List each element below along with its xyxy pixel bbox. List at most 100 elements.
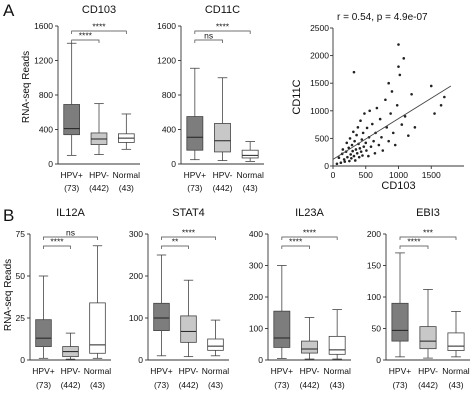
il23a-y-tick-label: 400 <box>249 229 263 239</box>
il12a-box-HPV+ <box>35 275 52 359</box>
significance-bracket <box>43 245 71 249</box>
il12a-title: IL12A <box>56 207 85 219</box>
box <box>273 310 291 348</box>
il23a-y-tick-label: 200 <box>249 292 263 302</box>
stat4-y-tick-label: 200 <box>129 271 143 281</box>
box <box>180 315 197 343</box>
scatter-point <box>350 156 353 160</box>
significance-label: **** <box>216 22 230 32</box>
box <box>328 335 346 355</box>
cd11c-y-tick-label: 400 <box>162 125 176 135</box>
ebi3-significance: *** <box>399 228 457 240</box>
scatter-point <box>350 143 354 147</box>
cd11c-box-HPV+ <box>186 67 204 161</box>
scatter-point <box>397 65 400 68</box>
cd103-significance: **** <box>71 31 100 43</box>
trend-line <box>332 85 452 160</box>
scatter-point <box>360 138 364 141</box>
scatter-point <box>346 155 349 159</box>
scatter-point <box>352 130 355 134</box>
scatter-point <box>372 139 375 143</box>
significance-label: **** <box>303 228 317 238</box>
il12a-category-label: HPV+ <box>32 366 54 376</box>
scatter-y-tick-label: 1000 <box>310 106 329 116</box>
box <box>207 338 224 351</box>
scatter-x-label: CD103 <box>381 180 415 192</box>
scatter-point <box>380 135 383 139</box>
il12a-box-Normal <box>89 245 106 359</box>
cd103-box-HPV+ <box>63 42 80 156</box>
cd11c-box-HPV- <box>214 77 231 161</box>
box <box>153 302 170 331</box>
significance-bracket <box>194 39 223 43</box>
cd11c-n-label: (43) <box>243 183 258 193</box>
cd11c-y-tick-label: 1600 <box>157 21 176 31</box>
cd103-y-tick-label: 0 <box>48 159 53 169</box>
stat4-significance: **** <box>161 228 216 240</box>
scatter-point <box>373 152 377 155</box>
cd103-n-label: (442) <box>89 183 109 193</box>
box <box>419 326 437 350</box>
scatter-point <box>398 73 402 77</box>
stat4-y-tick-label: 100 <box>129 313 143 323</box>
scatter-point <box>429 84 433 88</box>
scatter-point <box>381 149 385 152</box>
significance-bracket <box>399 236 457 240</box>
scatter-point <box>391 131 395 135</box>
scatter-point <box>390 90 394 93</box>
scatter-point <box>353 159 357 162</box>
scatter-point <box>378 117 382 121</box>
significance-label: **** <box>79 31 93 41</box>
significance-bracket <box>161 236 216 240</box>
il12a-n-label: (43) <box>90 380 105 390</box>
scatter-point <box>357 155 361 159</box>
scatter-point <box>352 70 356 74</box>
significance-label: ** <box>172 237 179 247</box>
scatter-point <box>443 95 446 99</box>
cd103-title: CD103 <box>82 4 116 16</box>
scatter-point <box>368 109 371 113</box>
scatter-point <box>393 143 397 147</box>
box <box>447 332 465 351</box>
significance-bracket <box>399 245 429 249</box>
scatter-point <box>389 112 392 115</box>
stat4-n-label: (43) <box>208 380 223 390</box>
il23a-significance: **** <box>281 237 310 249</box>
il23a-box-HPV+ <box>273 265 291 359</box>
il23a-significance: **** <box>281 228 338 240</box>
stat4-category-label: Normal <box>202 366 230 376</box>
scatter-point <box>403 115 407 118</box>
significance-bracket <box>194 30 251 34</box>
cd11c-title: CD11C <box>205 4 240 16</box>
ebi3-n-label: (73) <box>392 380 407 390</box>
stat4-y-tick-label: 0 <box>138 355 143 365</box>
scatter-point <box>413 126 417 129</box>
plots: CD103040080012001600HPV+(73)HPV-(442)Nor… <box>16 4 470 390</box>
il23a-title: IL23A <box>295 207 324 219</box>
ebi3-box-Normal <box>447 311 465 358</box>
stat4-box-Normal <box>207 319 224 357</box>
scatter-y-tick-label: 2500 <box>310 23 329 33</box>
significance-label: *** <box>423 228 434 238</box>
scatter-point <box>384 98 387 102</box>
scatter-point <box>369 145 373 148</box>
scatter-point <box>355 152 359 155</box>
box <box>301 340 318 354</box>
cd103-box-HPV- <box>90 103 108 155</box>
cd11c-significance: **** <box>194 22 251 34</box>
significance-bracket <box>71 39 100 43</box>
ebi3-title: EBI3 <box>416 207 440 219</box>
il23a-category-label: Normal <box>323 366 351 376</box>
stat4-y-tick-label: 300 <box>129 229 143 239</box>
cd103-significance: **** <box>71 22 127 34</box>
stat4-plot: STAT4 0 100 200 300 HPV+ (73) HPV- (442)Normal (4… <box>129 207 229 390</box>
scatter-point <box>364 141 368 145</box>
scatter-point <box>343 160 347 163</box>
ebi3-box-HPV- <box>419 289 437 359</box>
ebi3-y-tick-label: 50 <box>372 324 382 334</box>
ebi3-n-label: (43) <box>448 380 463 390</box>
stat4-category-label: HPV- <box>179 366 199 376</box>
ebi3-category-label: Normal <box>442 366 470 376</box>
stat4-n-label: (73) <box>154 380 169 390</box>
